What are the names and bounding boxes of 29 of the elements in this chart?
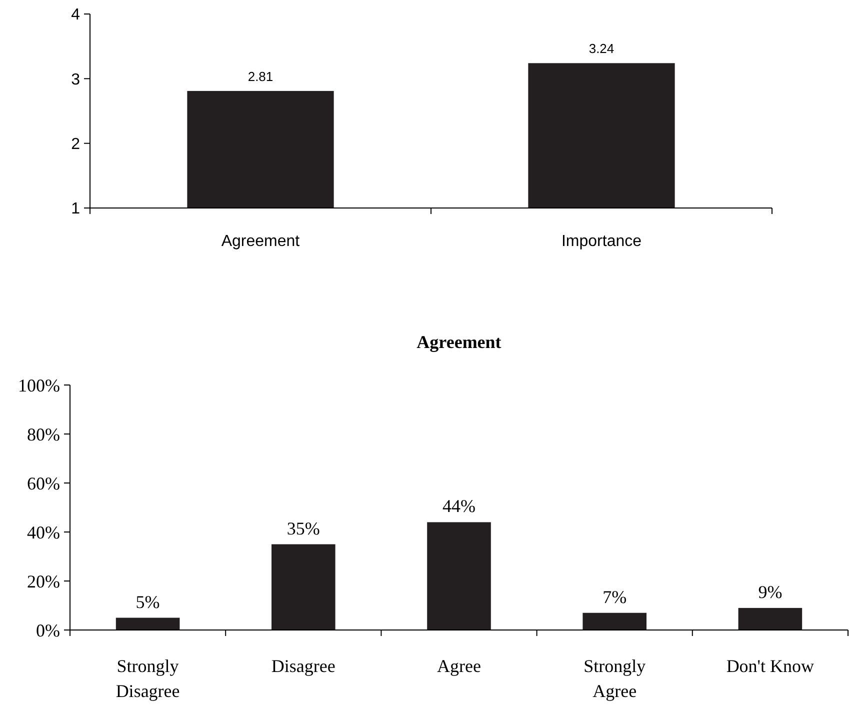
y-tick-label: 4 — [71, 6, 80, 24]
data-label: 7% — [602, 586, 627, 607]
y-tick-label: 40% — [27, 522, 60, 542]
y-tick-label: 1 — [71, 200, 80, 218]
bar — [582, 612, 646, 630]
data-label: 44% — [442, 496, 476, 516]
y-tick-label: 60% — [27, 473, 60, 494]
x-tick-label: Agree — [437, 656, 481, 676]
y-tick-label: 3 — [71, 71, 80, 88]
bar — [738, 608, 802, 630]
x-tick-label: Importance — [561, 233, 642, 250]
y-tick-label: 2 — [71, 136, 80, 153]
x-tick-label: Strongly Agree — [584, 656, 646, 702]
data-label: 35% — [286, 518, 320, 538]
y-tick-label: 0% — [36, 620, 60, 640]
y-tick-label: 20% — [27, 571, 60, 592]
bar — [116, 618, 180, 630]
x-tick-label: Strongly Disagree — [116, 656, 180, 702]
x-tick-label: Don't Know — [726, 656, 814, 676]
x-tick-label: Disagree — [271, 656, 336, 676]
chart-title: Agreement — [416, 332, 502, 352]
data-label: 9% — [758, 582, 782, 602]
bar — [272, 544, 336, 630]
bar — [427, 522, 491, 630]
data-label: 2.81 — [248, 68, 274, 84]
y-tick-label: 100% — [18, 375, 60, 396]
data-label: 5% — [136, 592, 160, 612]
y-tick-label: 80% — [27, 424, 60, 444]
data-label: 3.24 — [588, 41, 614, 56]
